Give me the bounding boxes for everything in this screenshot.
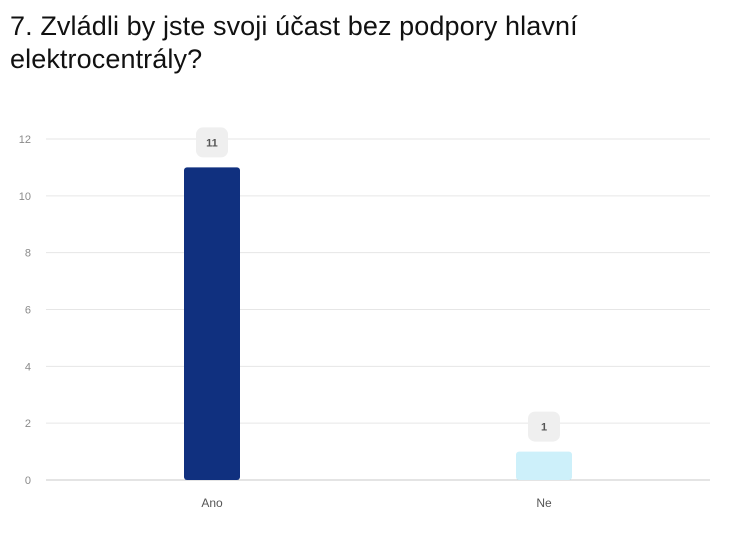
y-axis-ticks: 0 2 4 6 8 10 12	[19, 134, 31, 487]
y-tick-label: 6	[25, 305, 31, 317]
data-label: 1	[541, 422, 547, 434]
y-tick-label: 2	[25, 418, 31, 430]
x-category-label: Ne	[536, 496, 552, 510]
data-label: 11	[206, 137, 218, 149]
x-axis-categories: Ano Ne	[201, 496, 552, 510]
data-label-box	[196, 127, 228, 158]
y-tick-label: 8	[25, 248, 31, 260]
question-title: 7. Zvládli by jste svoji účast bez podpo…	[10, 11, 578, 74]
data-label-box	[528, 411, 560, 442]
y-tick-label: 0	[25, 475, 31, 487]
bar-ano[interactable]	[184, 167, 240, 480]
bar-ne[interactable]	[516, 451, 572, 480]
y-tick-label: 12	[19, 134, 31, 146]
x-category-label: Ano	[201, 496, 223, 510]
y-tick-label: 4	[25, 361, 31, 373]
y-tick-label: 10	[19, 191, 31, 203]
bars-layer: 111	[184, 127, 572, 480]
grid-layer	[46, 138, 710, 481]
